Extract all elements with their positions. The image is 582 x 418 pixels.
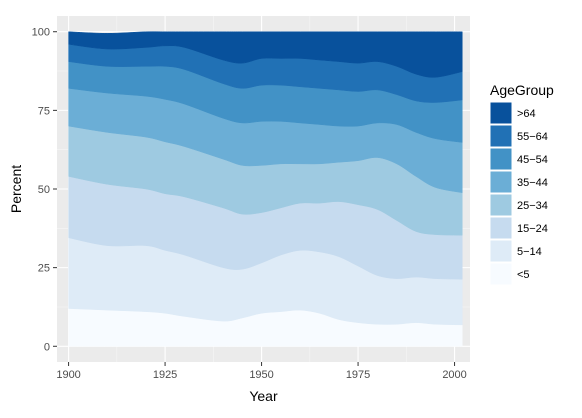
y-axis: 0 25 50 75 100 [32, 27, 57, 353]
legend: AgeGroup >64 55−64 45−54 35−44 25−34 15−24 5−1… [489, 82, 554, 286]
legend-key [489, 147, 513, 171]
x-tick-label: 1925 [153, 369, 177, 381]
y-tick-label: 0 [44, 341, 50, 353]
y-tick-label: 75 [38, 105, 50, 117]
x-axis: 1900 1925 1950 1975 2000 [56, 362, 467, 381]
stacked-areas [68, 31, 463, 347]
y-axis-title: Percent [8, 165, 24, 213]
x-axis-title: Year [249, 388, 278, 404]
legend-title: AgeGroup [490, 82, 554, 98]
y-tick-label: 50 [38, 184, 50, 196]
x-tick-label: 1900 [56, 369, 80, 381]
legend-label: <5 [517, 269, 530, 281]
legend-key [489, 170, 513, 194]
legend-label: 15−24 [517, 223, 548, 235]
legend-label: 55−64 [517, 131, 548, 143]
legend-label: >64 [517, 108, 536, 120]
legend-key [489, 101, 513, 125]
legend-label: 25−34 [517, 200, 548, 212]
legend-key [489, 216, 513, 240]
legend-key [489, 239, 513, 263]
legend-items: >64 55−64 45−54 35−44 25−34 15−24 5−14 <5 [489, 101, 548, 286]
y-tick-label: 100 [32, 27, 50, 39]
legend-key [489, 262, 513, 286]
x-tick-label: 1975 [346, 369, 370, 381]
legend-label: 35−44 [517, 177, 548, 189]
legend-label: 5−14 [517, 246, 542, 258]
legend-key [489, 124, 513, 148]
x-tick-label: 1950 [249, 369, 273, 381]
y-tick-label: 25 [38, 263, 50, 275]
legend-key [489, 193, 513, 217]
legend-label: 45−54 [517, 154, 548, 166]
x-tick-label: 2000 [442, 369, 466, 381]
area-band [68, 31, 463, 78]
